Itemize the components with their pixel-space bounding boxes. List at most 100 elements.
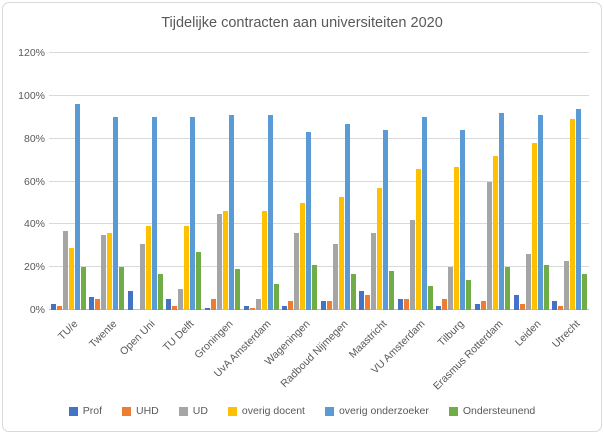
bar-overig-docent [184,226,190,310]
chart-title: Tijdelijke contracten aan universiteiten… [161,15,443,31]
bar-uhd [56,305,62,310]
gridline-60 [49,180,589,182]
x-axis-label-twente: Twente [86,318,120,351]
bar-uhd [558,305,564,310]
bar-uhd [403,299,409,310]
legend-swatch-icon [227,406,237,416]
bar-overig-onderzoeker [267,115,273,310]
legend-swatch-icon [324,406,334,416]
x-axis-label-utrecht: Utrecht [549,318,583,351]
bar-prof [127,290,133,310]
bar-prof [50,303,56,310]
bar-prof [397,299,403,310]
bar-group-groningen [205,53,241,310]
bar-ondersteunend [235,269,241,310]
bar-overig-onderzoeker [151,117,157,310]
bar-ud [409,220,415,310]
bar-ud [525,254,531,310]
bar-ud [294,232,300,310]
bar-overig-onderzoeker [306,132,312,310]
x-axis-label-leiden: Leiden [512,318,544,349]
x-axis-label-tilburg: Tilburg [435,318,467,349]
bar-uhd [249,307,255,310]
bar-prof [320,301,326,310]
gridline-100 [49,94,589,96]
y-axis-label-80: 80% [23,132,45,145]
y-axis-label-120: 120% [18,47,45,59]
bar-ud [62,230,68,310]
legend-item-ondersteunend: Ondersteunend [448,405,536,417]
gridline-40 [49,223,589,225]
bar-group-maastricht [359,53,395,310]
gridline-120 [49,52,589,53]
gridline-20 [49,266,589,268]
legend-item-prof: Prof [68,405,102,417]
bar-overig-onderzoeker [498,112,504,310]
bar-ud [486,181,492,310]
bar-overig-onderzoeker [383,130,389,310]
bar-overig-docent [145,226,151,310]
bar-uhd [442,299,448,310]
bar-group-utrecht [552,53,588,310]
legend-item-overig-docent: overig docent [227,405,305,417]
bar-overig-docent [338,196,344,310]
bar-groups [49,53,589,310]
bar-ondersteunend [196,252,202,310]
bar-group-leiden [513,53,549,310]
bar-ondersteunend [157,273,163,310]
legend-swatch-icon [448,406,458,416]
bar-group-tu-delft [166,53,202,310]
bar-ondersteunend [350,273,356,310]
bar-ondersteunend [80,267,86,310]
bar-group-radboud-nijmegen [320,53,356,310]
legend-item-ud: UD [178,405,208,417]
bar-ud [371,232,377,310]
legend-item-uhd: UHD [122,405,159,417]
bar-overig-onderzoeker [229,115,235,310]
bar-group-open-uni [127,53,163,310]
bar-group-wageningen [282,53,318,310]
bar-overig-docent [377,187,383,310]
legend-label: Ondersteunend [462,405,536,417]
y-axis-label-100: 100% [18,89,45,102]
bar-ondersteunend [312,265,318,310]
bar-uhd [365,295,371,310]
legend-swatch-icon [122,406,131,416]
bar-overig-docent [300,202,306,310]
bar-ud [332,243,338,310]
bar-ud [448,267,454,310]
bar-prof [552,301,558,310]
legend: Prof UHD UD overig docent overig onderzoeker… [3,405,601,417]
legend-label: Prof [82,405,102,417]
gridline-80 [49,137,589,139]
y-axis-label-0: 0% [29,304,45,316]
bar-uhd [95,299,101,310]
bar-group-vu-amsterdam [397,53,433,310]
bar-group-tilburg [436,53,472,310]
x-axis-label-tu-delft: TU Delft [160,318,197,354]
bar-overig-onderzoeker [460,130,466,310]
x-axis: TU/e Twente Open Uni TU Delft Groningen UvA A… [3,314,604,394]
y-axis-label-20: 20% [23,261,45,274]
bar-overig-onderzoeker [537,115,543,310]
x-axis-label-tu-e: TU/e [56,318,81,343]
x-axis-label-open-uni: Open Uni [118,318,158,358]
y-axis-label-60: 60% [23,175,45,188]
bar-overig-docent [570,119,576,310]
bar-prof [359,290,365,310]
bar-overig-onderzoeker [113,117,119,310]
bar-group-tu-e [50,53,86,310]
bar-overig-docent [531,142,537,310]
bar-overig-docent [261,211,267,310]
bar-overig-onderzoeker [344,123,350,310]
x-axis-label-radboud-nijmegen: Radboud Nijmegen [278,318,351,391]
legend-label: overig onderzoeker [338,405,429,417]
bar-ondersteunend [427,286,433,310]
bar-overig-docent [454,166,460,310]
bar-uhd [519,303,525,310]
bar-prof [243,305,249,310]
bar-overig-onderzoeker [576,108,582,310]
bar-ud [139,243,145,310]
legend-swatch-icon [178,406,188,416]
